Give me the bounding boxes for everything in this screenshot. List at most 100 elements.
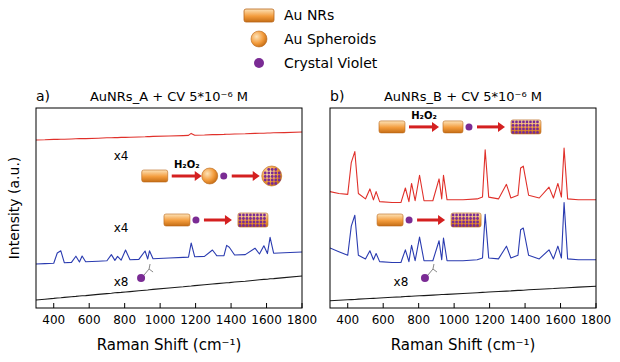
legend-item: Au NRs	[244, 7, 334, 23]
figure: Au NRsAu SpheroidsCrystal VioletAuNRs_A …	[0, 0, 620, 362]
inset-rod	[377, 214, 403, 226]
figure-legend: Au NRsAu SpheroidsCrystal Violet	[244, 7, 378, 71]
inset-cv-cover	[253, 221, 256, 224]
inset-cv-cover	[526, 128, 529, 131]
inset-cv-cover	[462, 224, 465, 227]
inset-cv-cover	[526, 124, 529, 127]
inset-cv-cover	[246, 221, 249, 224]
x-axis-title: Raman Shift (cm⁻¹)	[97, 336, 242, 354]
inset-cv-cover	[476, 214, 479, 217]
x-tick-label: 1200	[474, 313, 505, 327]
cv-molecule	[433, 269, 437, 272]
y-axis-title: Intensity (a.u.)	[6, 157, 22, 260]
inset-cv-cover	[536, 131, 539, 134]
inset-label: H₂O₂	[174, 159, 200, 170]
inset-cv-cover	[519, 128, 522, 131]
x-tick-label: 400	[336, 313, 359, 327]
inset-cv-cover	[274, 179, 277, 182]
inset-cv-cover	[455, 214, 458, 217]
x-tick-label: 1000	[439, 313, 470, 327]
inset-cv-cover	[267, 172, 270, 175]
inset-scheme: H₂O₂	[379, 110, 541, 134]
inset-cv-cover	[519, 131, 522, 134]
inset-cv-cover	[263, 224, 266, 227]
inset-rod	[379, 121, 405, 133]
inset-cv-cover	[274, 168, 277, 171]
inset-cv-cover	[469, 224, 472, 227]
inset-cv-cover	[267, 179, 270, 182]
inset-cv-cover	[452, 224, 455, 227]
x-tick-label: 1400	[510, 313, 541, 327]
inset-cv-cover	[246, 224, 249, 227]
inset-cv-cover	[253, 224, 256, 227]
inset-cv-cover	[533, 121, 536, 124]
inset-cv-cover	[459, 221, 462, 224]
inset-cv-cover	[239, 224, 242, 227]
inset-cv-cover	[260, 224, 263, 227]
inset-cv	[421, 274, 429, 282]
legend-label: Au NRs	[284, 7, 334, 23]
inset-cv-cover	[452, 217, 455, 220]
spectrum-line	[330, 203, 596, 263]
inset-cv-cover	[519, 121, 522, 124]
inset-arrow	[477, 125, 500, 128]
x-tick-label: 1200	[180, 313, 211, 327]
inset-sphere	[262, 166, 282, 186]
inset-cv-cover	[260, 221, 263, 224]
inset-cv-cover	[242, 214, 245, 217]
inset-rod	[451, 213, 481, 227]
x-tick	[231, 303, 232, 308]
inset-cv-cover	[239, 214, 242, 217]
inset-cv-cover	[526, 131, 529, 134]
inset-cv-cover	[469, 217, 472, 220]
inset-cv-cover	[256, 224, 259, 227]
x-axis-title: Raman Shift (cm⁻¹)	[391, 336, 536, 354]
x-tick	[489, 303, 490, 308]
inset-cv-cover	[459, 214, 462, 217]
inset-cv-cover	[515, 128, 518, 131]
inset-cv	[192, 217, 199, 224]
inset-cv-cover	[536, 124, 539, 127]
inset-cv-cover	[242, 221, 245, 224]
inset-cv-cover	[515, 121, 518, 124]
x-tick-label: 1800	[581, 313, 612, 327]
inset-arrow-head	[498, 122, 505, 132]
inset-cv-cover	[239, 217, 242, 220]
x-tick-label: 1400	[216, 313, 247, 327]
inset-cv-cover	[242, 217, 245, 220]
inset-cv-cover	[512, 128, 515, 131]
inset-cv-cover	[249, 217, 252, 220]
inset-cv-cover	[473, 221, 476, 224]
inset-cv-cover	[533, 128, 536, 131]
inset-rod	[511, 120, 541, 134]
inset-cv-cover	[455, 217, 458, 220]
x-tick	[383, 303, 384, 308]
inset-cv-cover	[466, 221, 469, 224]
inset-cv-cover	[455, 221, 458, 224]
spectrum-line	[330, 286, 596, 301]
x-tick-label: 600	[372, 313, 395, 327]
inset-cv-cover	[271, 182, 274, 185]
inset-cv	[465, 123, 472, 130]
x-tick	[124, 303, 125, 308]
legend-label: Crystal Violet	[284, 55, 378, 71]
scale-annotation: x4	[114, 149, 129, 163]
inset-cv-cover	[522, 121, 525, 124]
inset-cv-cover	[271, 168, 274, 171]
inset-sphere	[202, 168, 218, 184]
inset-cv-cover	[529, 124, 532, 127]
x-tick-label: 1600	[545, 313, 576, 327]
inset-cv-cover	[476, 221, 479, 224]
x-tick-label: 800	[407, 313, 430, 327]
inset-cv-cover	[267, 182, 270, 185]
inset-cv-cover	[533, 131, 536, 134]
inset-cv-cover	[242, 224, 245, 227]
inset-cv-cover	[533, 124, 536, 127]
inset-cv-cover	[529, 128, 532, 131]
x-tick-label: 1600	[251, 313, 282, 327]
inset-cv-cover	[466, 214, 469, 217]
inset-cv-cover	[512, 131, 515, 134]
inset-cv-cover	[264, 172, 267, 175]
inset-cv-cover	[256, 221, 259, 224]
inset-cv-cover	[522, 131, 525, 134]
